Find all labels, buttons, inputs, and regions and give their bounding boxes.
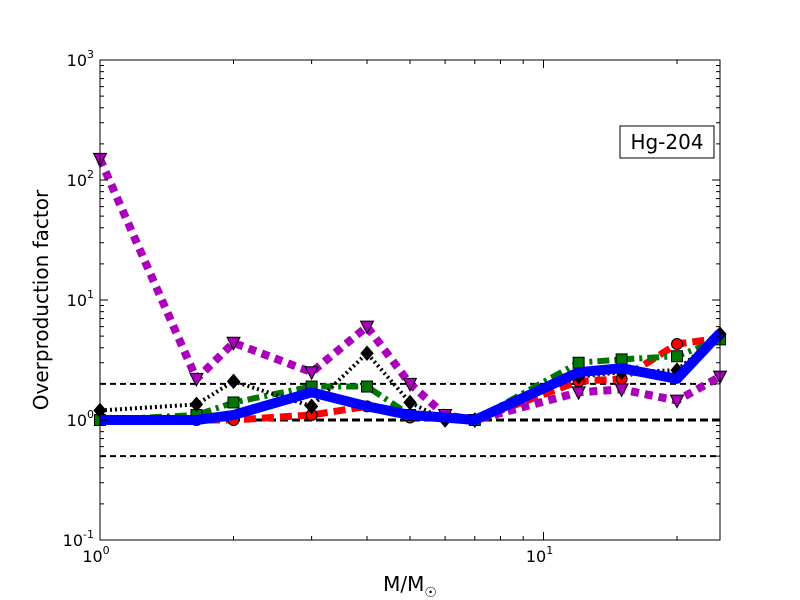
series-3-point xyxy=(304,366,319,381)
annotation-label: Hg-204 xyxy=(630,130,703,154)
series-1-point xyxy=(361,380,374,393)
series-2-point xyxy=(403,394,417,411)
series-2-point xyxy=(189,396,204,413)
y-tick-label: 100 xyxy=(67,408,94,430)
x-tick-label: 100 xyxy=(82,544,109,566)
y-axis-label: Overproduction factor xyxy=(29,189,53,410)
series-3-point xyxy=(226,336,241,351)
x-axis-label: M/M☉ xyxy=(383,572,437,600)
y-tick-label: 103 xyxy=(67,48,94,70)
annotation-box: Hg-204 xyxy=(619,125,715,159)
series-3-line xyxy=(96,157,722,424)
series-1-point xyxy=(572,356,585,369)
series-1-point xyxy=(227,396,240,409)
series-1-point xyxy=(671,350,684,363)
series-3-point xyxy=(359,320,375,335)
series-3-point xyxy=(402,377,418,392)
series-3-point xyxy=(189,372,204,387)
series-2-point xyxy=(226,373,241,390)
series-4 xyxy=(100,329,724,425)
series-3-point xyxy=(669,394,685,409)
y-tick-label: 102 xyxy=(67,168,94,190)
series-3-point xyxy=(571,386,586,401)
series-4-line xyxy=(100,329,724,425)
x-tick-label: 101 xyxy=(526,544,553,566)
series-2-point xyxy=(304,398,319,415)
series-layer xyxy=(92,152,728,429)
series-3-point xyxy=(614,383,629,398)
x-axis-label-main: M/M xyxy=(383,572,424,596)
series-1-line xyxy=(99,336,722,423)
y-tick-label: 10-1 xyxy=(63,528,94,550)
x-axis-label-subscript: ☉ xyxy=(424,585,437,600)
series-2-point xyxy=(360,345,374,362)
plot-background xyxy=(100,60,720,540)
series-0-point xyxy=(671,337,684,350)
y-tick-label: 101 xyxy=(67,288,94,310)
